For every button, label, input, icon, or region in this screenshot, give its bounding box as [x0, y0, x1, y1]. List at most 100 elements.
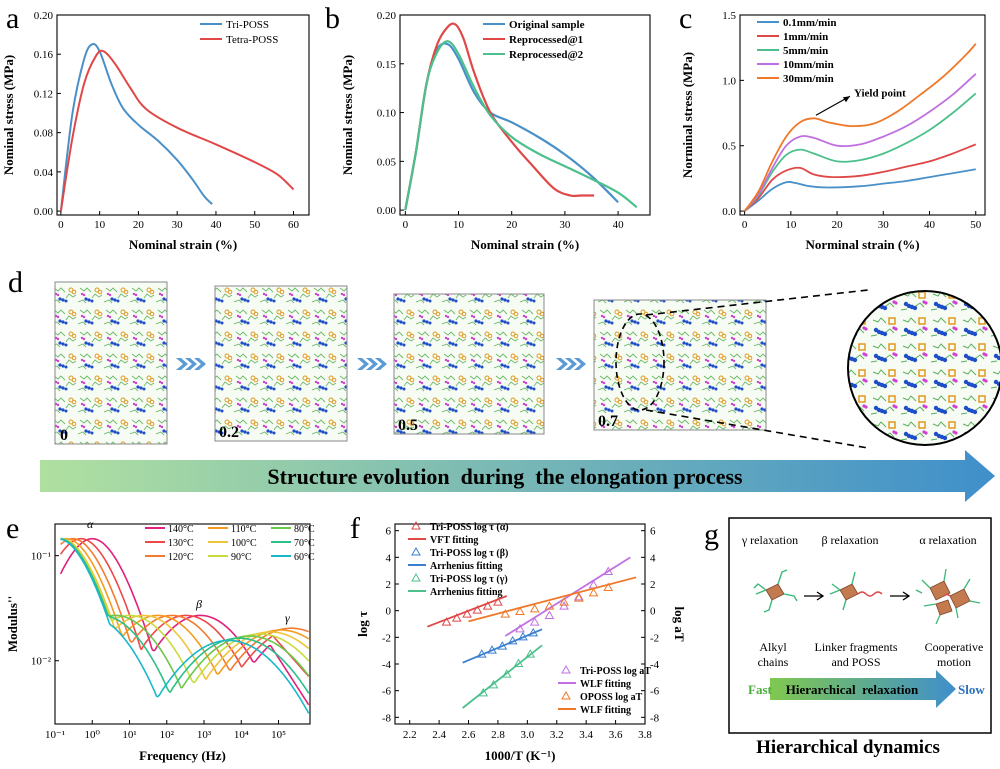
- x-tick-label: 30: [878, 219, 890, 231]
- data-point-triangle: [528, 627, 539, 637]
- data-point-triangle: [451, 613, 462, 622]
- series-line-70c: [60, 538, 310, 694]
- data-point-triangle: [441, 617, 452, 626]
- legend-marker: [411, 520, 421, 530]
- x-tick-label: 0: [403, 219, 409, 231]
- data-point-triangle: [525, 649, 536, 658]
- x-tick-label: 2.6: [462, 729, 476, 741]
- y2-tick-label: -2: [650, 632, 659, 644]
- x-tick-label: 10⁻¹: [45, 729, 65, 741]
- legend-label: 120°C: [168, 552, 194, 563]
- legend-label: 10mm/min: [783, 59, 834, 71]
- sim-frame-3: 0.7: [593, 299, 767, 431]
- legend-label: Reprocessed@2: [509, 49, 584, 61]
- data-point-triangle: [507, 635, 518, 645]
- legend-label: Arrhenius fitting: [430, 561, 503, 572]
- x-tick-label: 10: [453, 219, 465, 231]
- x-tick-label: 10⁵: [271, 729, 286, 741]
- x-tick-label: 50: [970, 219, 982, 231]
- fit-line: [504, 556, 631, 637]
- frame-label-3: 0.7: [598, 413, 618, 430]
- x-tick-label: 3.8: [638, 729, 652, 741]
- x-tick-label: 20: [832, 219, 844, 231]
- panel-label-f: f: [350, 512, 360, 545]
- y-tick-label: 0.12: [34, 88, 53, 100]
- fit-line: [468, 576, 637, 623]
- x-tick-label: 30: [172, 219, 184, 231]
- fit-line: [427, 595, 508, 628]
- y-axis-label: Nominal stress (MPa): [340, 55, 355, 175]
- legend-marker: [411, 572, 421, 582]
- relax-gamma-label: γ relaxation: [741, 533, 798, 547]
- data-point-triangle: [500, 609, 511, 618]
- panel-label-a: a: [6, 2, 19, 35]
- y-tick-label: -6: [382, 686, 392, 698]
- y2-axis-label: log aT: [672, 606, 687, 641]
- legend-label: 30mm/min: [783, 73, 834, 85]
- panel-g-title: Hierarchical dynamics: [756, 737, 940, 758]
- y-tick-label: -2: [382, 632, 391, 644]
- x-tick-label: 40: [924, 219, 936, 231]
- relax-beta-label: β relaxation: [821, 533, 878, 547]
- legend-label: Arrhenius fitting: [430, 587, 503, 598]
- legend-label: 0.1mm/min: [783, 17, 836, 29]
- data-point-triangle: [482, 601, 493, 610]
- legend-label: VFT fitting: [430, 535, 478, 546]
- data-point-triangle: [529, 603, 540, 613]
- y-tick-label: 0.15: [377, 59, 397, 71]
- y-tick-label: 0.0: [722, 206, 736, 218]
- panel-d: d 0 0.2 0.5 0.7 Structure evolution duri…: [8, 266, 1000, 502]
- fit-line: [462, 628, 543, 664]
- chart-e-plot: 10⁻¹ 10⁰ 10¹ 10² 10³ 10⁴ 10⁵ 10⁻² 10⁻¹ Frequency …: [5, 517, 315, 763]
- x-tick-label: 3.0: [520, 729, 534, 741]
- y-tick-label: 10⁻¹: [31, 551, 51, 563]
- caption-gamma-2: chains: [758, 655, 789, 669]
- data-point-triangle: [515, 606, 525, 615]
- y-tick-label: 0.16: [34, 49, 54, 61]
- y2-tick-label: -6: [650, 686, 660, 698]
- x-tick-label: 10⁴: [234, 729, 249, 741]
- series-line-30mm-min: [743, 43, 977, 212]
- y2-tick-label: 6: [650, 526, 656, 538]
- chart-b-plot: 0 10 20 30 40 0.00 0.05 0.10 0.15 0.20 Nominal str…: [340, 10, 651, 252]
- y-tick-label: 0.08: [34, 128, 54, 140]
- x-tick-label: 10: [785, 219, 797, 231]
- x-axis-label: Nominal strain (%): [471, 237, 579, 252]
- y-tick-label: 1.5: [722, 10, 736, 22]
- data-point-triangle: [472, 605, 483, 614]
- relax-alpha-label: α relaxation: [919, 533, 976, 547]
- y-tick-label: 0: [386, 606, 392, 618]
- x-tick-label: 10⁰: [85, 729, 101, 741]
- legend-label: 140°C: [168, 524, 194, 535]
- data-point-triangle: [603, 582, 614, 591]
- caption-alpha-1: Cooperative: [925, 640, 984, 654]
- x-tick-label: 40: [210, 219, 222, 231]
- chart-f-plot: 2.2 2.4 2.6 2.8 3.0 3.2 3.4 3.6 3.8 -8 -8 -6 -6 -4 -4 -…: [355, 520, 687, 763]
- legend-label: Tri-POSS log τ (γ): [430, 574, 508, 585]
- y-tick-label: 0.5: [722, 141, 736, 153]
- data-point-triangle: [529, 617, 540, 626]
- y-tick-label: 0.04: [34, 167, 54, 179]
- y-tick-label: -8: [382, 712, 392, 724]
- chart-f: f 2.2 2.4 2.6 2.8 3.0 3.2 3.4 3.6 3.8 -8 -8 -6 -6 -4 -…: [350, 512, 687, 763]
- frame-label-2: 0.5: [398, 417, 418, 434]
- legend-marker: [411, 546, 421, 556]
- legend-label: 5mm/min: [783, 45, 828, 57]
- plot-frame: [54, 523, 311, 725]
- series-line-5mm-min: [743, 92, 977, 212]
- y-tick-label: 0.20: [377, 10, 397, 22]
- legend-label: Tri-POSS log τ (α): [430, 522, 509, 533]
- x-tick-label: 60: [288, 219, 300, 231]
- x-tick-label: 0: [742, 219, 748, 231]
- panel-g-frame: [728, 517, 992, 734]
- series-line-10mm-min: [743, 73, 977, 212]
- data-point-triangle: [559, 597, 569, 606]
- y-tick-label: 10⁻²: [31, 656, 52, 668]
- legend-label: 110°C: [231, 524, 257, 535]
- caption-alpha-2: motion: [937, 655, 971, 669]
- x-tick-label: 10³: [197, 729, 212, 741]
- plot-frame: [394, 523, 646, 725]
- series-line-tri-poss: [59, 43, 213, 212]
- panel-label-b: b: [325, 2, 340, 35]
- y-axis-label: Modulus'': [5, 596, 20, 652]
